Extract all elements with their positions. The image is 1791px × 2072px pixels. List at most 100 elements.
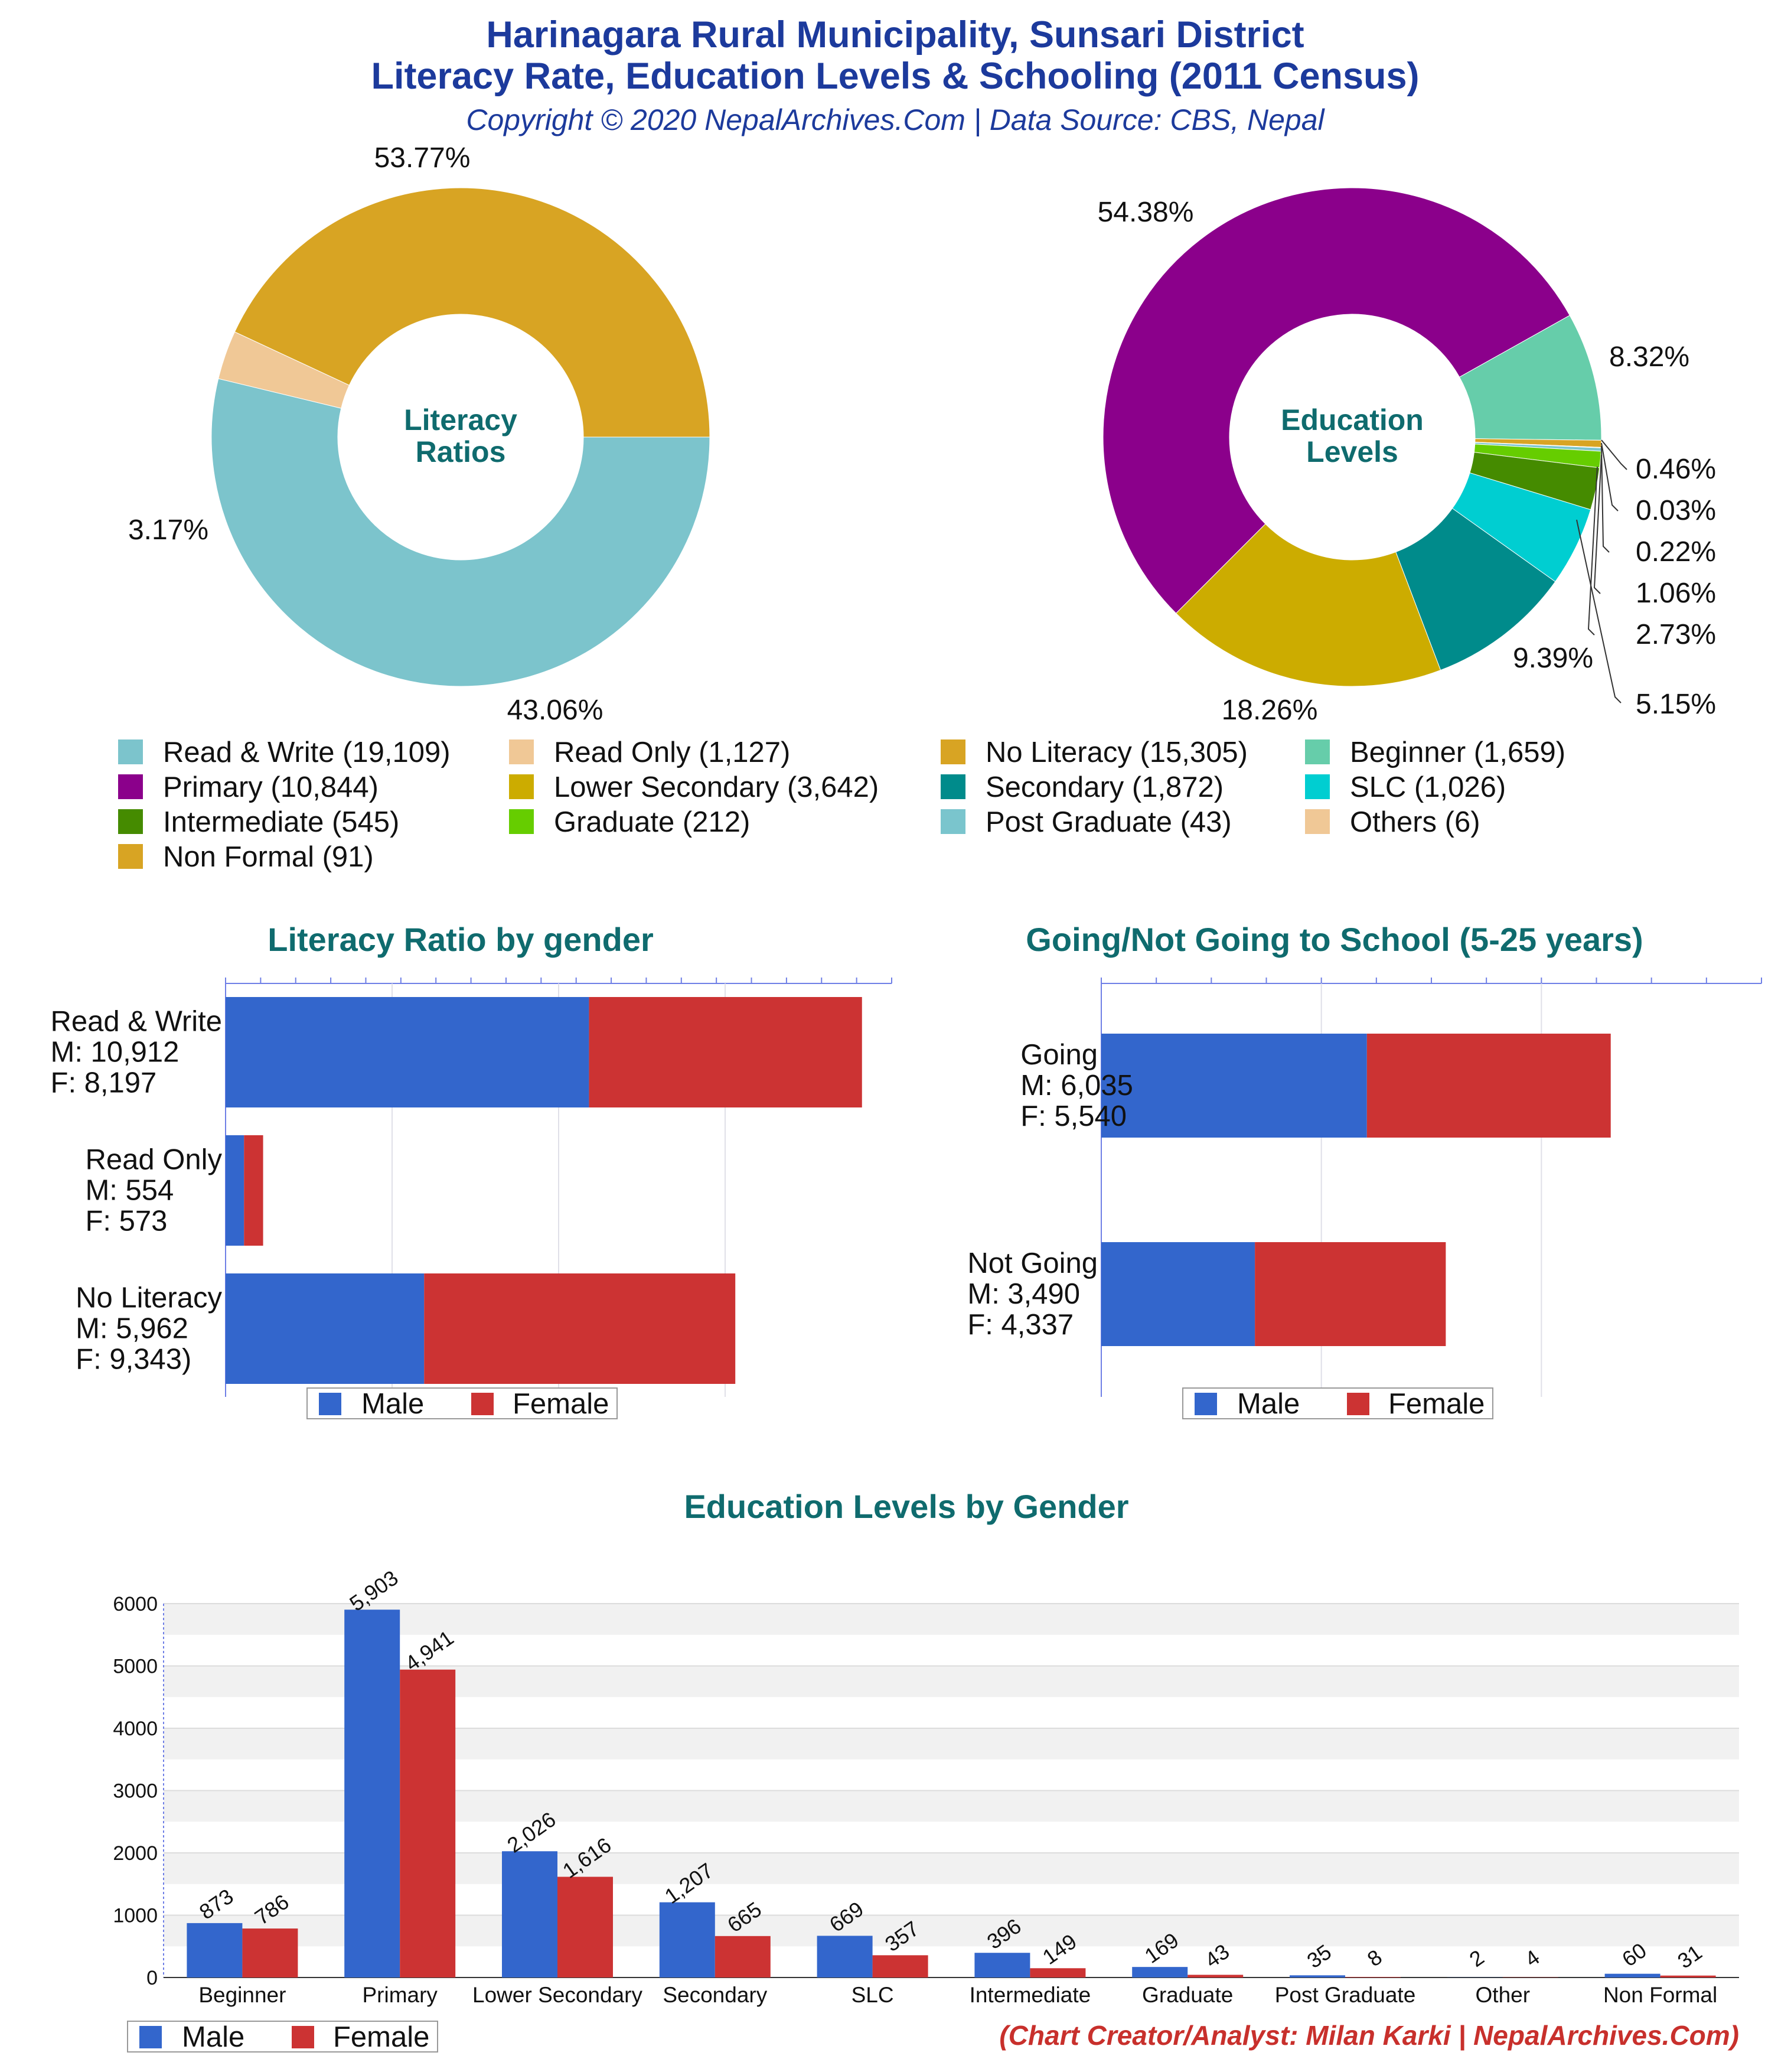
legend-item: Lower Secondary (3,642) [509, 771, 879, 803]
school-going-title: Going/Not Going to School (5-25 years) [1026, 921, 1643, 958]
bar-male [187, 1923, 243, 1977]
bar-male [502, 1851, 557, 1977]
legend-swatch [118, 844, 143, 869]
legend-swatch [509, 739, 534, 764]
legend-swatch [941, 739, 965, 764]
legend-swatch [1305, 774, 1330, 799]
legend-item: Beginner (1,659) [1305, 737, 1565, 768]
bar-female [1030, 1968, 1086, 1977]
bar-female [424, 1273, 736, 1384]
donut-percent-label: 18.26% [1222, 695, 1318, 726]
bar-female [589, 997, 862, 1107]
bar-female [715, 1936, 771, 1977]
bar-category-label: M: 10,912 [51, 1037, 180, 1068]
bar-legend: Male Female [127, 2021, 438, 2053]
bar-male [1101, 1034, 1367, 1138]
legend-swatch [118, 739, 143, 764]
value-label-male: 2 [1465, 1945, 1489, 1972]
legend-label-male: Male [182, 2021, 244, 2053]
title-line-1: Harinagara Rural Municipality, Sunsari D… [486, 14, 1304, 56]
bar-male [1290, 1975, 1345, 1977]
bar-male [1132, 1967, 1188, 1977]
legend-swatch-male [1195, 1393, 1217, 1415]
bar-category-label: F: 573 [85, 1206, 167, 1237]
legend-label: SLC (1,026) [1350, 771, 1506, 803]
title-line-2: Literacy Rate, Education Levels & School… [371, 56, 1419, 97]
bar-male [226, 997, 589, 1107]
legend-item: Intermediate (545) [118, 806, 399, 838]
legend-label-female: Female [333, 2021, 429, 2053]
donut-slice-primary [1102, 187, 1570, 614]
legend-swatch [1305, 739, 1330, 764]
literacy-gender-title: Literacy Ratio by gender [267, 921, 654, 958]
y-tick-label: 5000 [113, 1656, 158, 1678]
legend-item: Read & Write (19,109) [118, 737, 451, 768]
legend-item: Read Only (1,127) [509, 737, 790, 768]
legend-box [1182, 1387, 1493, 1419]
donut-percent-label: 2.73% [1636, 619, 1716, 650]
bar-category-label: M: 6,035 [1020, 1070, 1133, 1102]
donut-percent-label: 8.32% [1609, 341, 1689, 373]
legend-label: Read Only (1,127) [554, 737, 790, 768]
bar-female [1188, 1975, 1244, 1977]
bar-category-label: F: 9,343) [76, 1344, 191, 1376]
subtitle: Copyright © 2020 NepalArchives.Com | Dat… [466, 103, 1325, 137]
bar-male [817, 1936, 873, 1977]
bar-category-label: M: 3,490 [967, 1278, 1080, 1310]
legend-swatch-male [139, 2026, 162, 2048]
bar-category-label: Going [1020, 1039, 1098, 1071]
legend-label-male: Male [361, 1388, 424, 1420]
y-tick-label: 6000 [113, 1593, 158, 1615]
legend-label: Graduate (212) [554, 806, 750, 838]
legend-item: Secondary (1,872) [941, 771, 1224, 803]
bar-female [1660, 1975, 1716, 1977]
bar-male [226, 1273, 425, 1384]
legend-item: Non Formal (91) [118, 841, 374, 873]
credit-text: (Chart Creator/Analyst: Milan Karki | Ne… [999, 2020, 1739, 2051]
y-tick-label: 1000 [113, 1905, 158, 1927]
legend-label-male: Male [1237, 1388, 1300, 1420]
legend-item: No Literacy (15,305) [941, 737, 1248, 768]
value-label-female: 4 [1521, 1945, 1544, 1972]
donut-slice-no-literacy [234, 187, 710, 438]
bar-female [400, 1669, 456, 1977]
x-tick-label: Graduate [1142, 1983, 1233, 2007]
bar-female [557, 1876, 613, 1977]
donut-percent-label: 5.15% [1636, 689, 1716, 720]
bar-female [1366, 1034, 1611, 1138]
legend-item: Graduate (212) [509, 806, 750, 838]
legend-label: Intermediate (545) [163, 806, 399, 838]
legend-label: Lower Secondary (3,642) [554, 771, 879, 803]
bar-category-label: F: 4,337 [967, 1309, 1074, 1341]
x-tick-label: Primary [362, 1983, 438, 2007]
bar-category-label: Not Going [967, 1247, 1098, 1279]
bar-legend: Male Female [306, 1387, 618, 1420]
legend-label: Non Formal (91) [163, 841, 374, 873]
donut-center-label: Literacy [404, 403, 517, 436]
x-tick-label: Other [1476, 1983, 1531, 2007]
legend-label: Post Graduate (43) [986, 806, 1232, 838]
legend-swatch-female [471, 1393, 494, 1415]
legend-swatch [118, 809, 143, 834]
grid-band [164, 1604, 1739, 1635]
leader-line [1593, 454, 1602, 594]
legend-label: Others (6) [1350, 806, 1480, 838]
bar-category-label: M: 5,962 [76, 1313, 188, 1345]
x-tick-label: Secondary [663, 1983, 767, 2007]
legend-label: Read & Write (19,109) [163, 737, 451, 768]
legend-box [306, 1387, 618, 1419]
legend-label: Secondary (1,872) [986, 771, 1224, 803]
bar-male [974, 1953, 1030, 1977]
donut-slice-read-write [211, 378, 710, 687]
bar-female [1255, 1242, 1446, 1346]
donut-center-label: Levels [1306, 435, 1398, 468]
leader-line [1601, 439, 1627, 470]
bar-category-label: Read Only [85, 1144, 222, 1176]
leader-line [1587, 466, 1598, 636]
